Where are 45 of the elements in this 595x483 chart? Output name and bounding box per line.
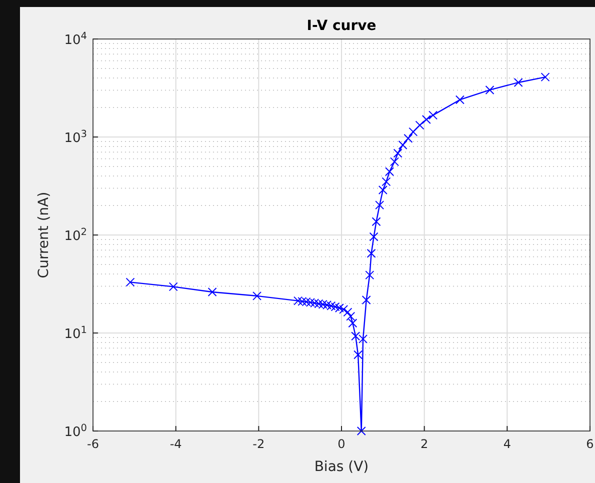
point [369, 232, 378, 242]
point [252, 291, 262, 300]
x-tick-label: -6 [87, 437, 99, 451]
chart-title: I-V curve [306, 18, 376, 34]
x-tick-label: 6 [586, 437, 594, 451]
point [362, 296, 371, 305]
x-tick-label: -4 [170, 437, 182, 451]
x-axis-title: Bias (V) [314, 459, 369, 475]
point [168, 282, 178, 292]
point [398, 140, 408, 150]
point [346, 312, 356, 321]
point [343, 308, 352, 317]
y-tick-label: 10$^{2}$ [64, 226, 87, 244]
point [372, 217, 381, 226]
point [390, 157, 400, 166]
point [540, 72, 550, 82]
point [485, 85, 494, 94]
x-tick-label: -2 [252, 437, 265, 451]
y-tick-label: 10$^{1}$ [64, 324, 87, 342]
point [455, 95, 464, 104]
point [356, 426, 366, 436]
point [393, 148, 402, 158]
point [514, 78, 523, 87]
point [404, 134, 413, 143]
point [415, 120, 424, 130]
point [208, 288, 217, 297]
point [408, 127, 418, 136]
y-tick-label: 10$^{3}$ [64, 128, 87, 146]
y-tick-label: 10$^{0}$ [64, 422, 87, 440]
y-tick-label: 10$^{4}$ [64, 30, 87, 48]
x-tick-label: 4 [503, 437, 511, 451]
point [366, 248, 376, 258]
point [354, 350, 363, 360]
point [126, 278, 135, 287]
point [428, 110, 438, 120]
point [378, 185, 388, 194]
x-tick-label: 0 [338, 437, 346, 451]
point [348, 318, 358, 328]
point [385, 167, 394, 176]
point [365, 270, 374, 280]
point [375, 200, 384, 210]
x-tick-label: 2 [420, 437, 428, 451]
point [382, 177, 391, 186]
point [422, 114, 431, 124]
y-axis-title: Current (nA) [36, 192, 52, 278]
